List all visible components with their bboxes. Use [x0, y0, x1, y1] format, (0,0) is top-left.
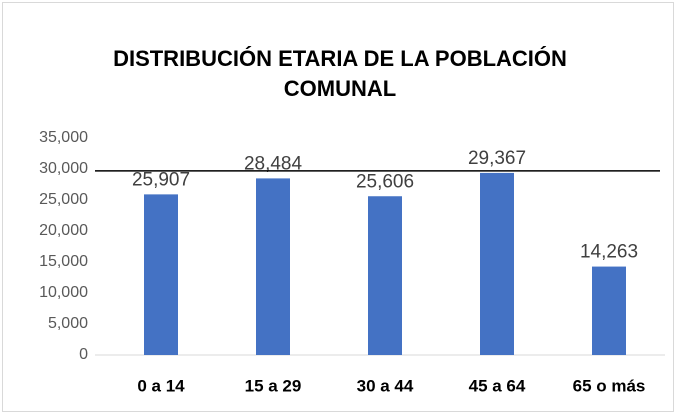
bar	[592, 266, 626, 355]
chart-title: DISTRIBUCIÓN ETARIA DE LA POBLACIÓN COMU…	[113, 46, 567, 101]
data-label: 29,367	[468, 148, 526, 169]
chart-border	[2, 2, 674, 412]
bar	[144, 194, 178, 355]
y-tick-label: 25,000	[39, 191, 88, 208]
data-label: 25,907	[132, 169, 190, 190]
data-label: 14,263	[580, 242, 638, 263]
bar	[480, 172, 514, 355]
x-tick-label: 65 o más	[573, 376, 646, 395]
data-label: 28,484	[244, 153, 303, 174]
y-tick-label: 15,000	[39, 253, 88, 270]
data-label: 25,606	[356, 171, 414, 192]
y-tick-label: 30,000	[39, 160, 88, 177]
y-tick-label: 10,000	[39, 284, 88, 301]
x-tick-label: 45 a 64	[469, 376, 526, 395]
x-tick-label: 0 a 14	[137, 376, 185, 395]
y-tick-label: 20,000	[39, 222, 88, 239]
bar	[256, 178, 290, 355]
y-tick-label: 5,000	[48, 315, 88, 332]
y-tick-label: 0	[79, 346, 88, 363]
x-tick-label: 15 a 29	[245, 376, 302, 395]
x-tick-label: 30 a 44	[357, 376, 414, 395]
y-tick-label: 35,000	[39, 129, 88, 146]
bar	[368, 196, 402, 355]
